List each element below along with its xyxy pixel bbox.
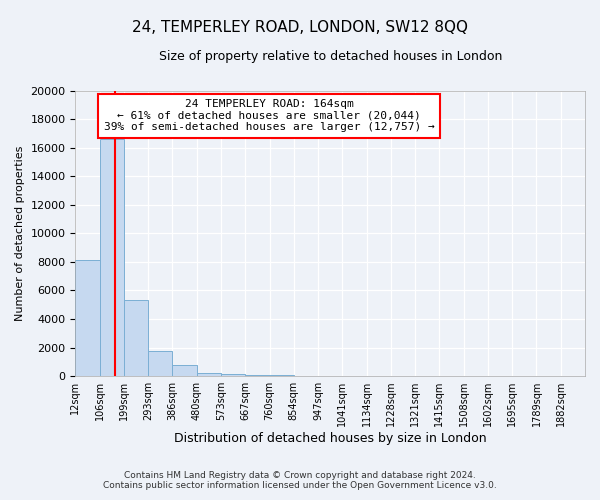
Text: 24 TEMPERLEY ROAD: 164sqm
← 61% of detached houses are smaller (20,044)
39% of s: 24 TEMPERLEY ROAD: 164sqm ← 61% of detac… bbox=[104, 99, 434, 132]
Bar bbox=[100, 139, 124, 376]
X-axis label: Distribution of detached houses by size in London: Distribution of detached houses by size … bbox=[174, 432, 487, 445]
Text: 24, TEMPERLEY ROAD, LONDON, SW12 8QQ: 24, TEMPERLEY ROAD, LONDON, SW12 8QQ bbox=[132, 20, 468, 35]
Bar bbox=[269, 375, 294, 376]
Bar bbox=[221, 374, 245, 376]
Text: Contains HM Land Registry data © Crown copyright and database right 2024.
Contai: Contains HM Land Registry data © Crown c… bbox=[103, 470, 497, 490]
Bar bbox=[76, 260, 100, 376]
Bar bbox=[172, 366, 197, 376]
Y-axis label: Number of detached properties: Number of detached properties bbox=[15, 146, 25, 321]
Bar bbox=[245, 374, 269, 376]
Bar bbox=[124, 300, 148, 376]
Title: Size of property relative to detached houses in London: Size of property relative to detached ho… bbox=[158, 50, 502, 63]
Bar bbox=[148, 351, 172, 376]
Bar bbox=[197, 372, 221, 376]
